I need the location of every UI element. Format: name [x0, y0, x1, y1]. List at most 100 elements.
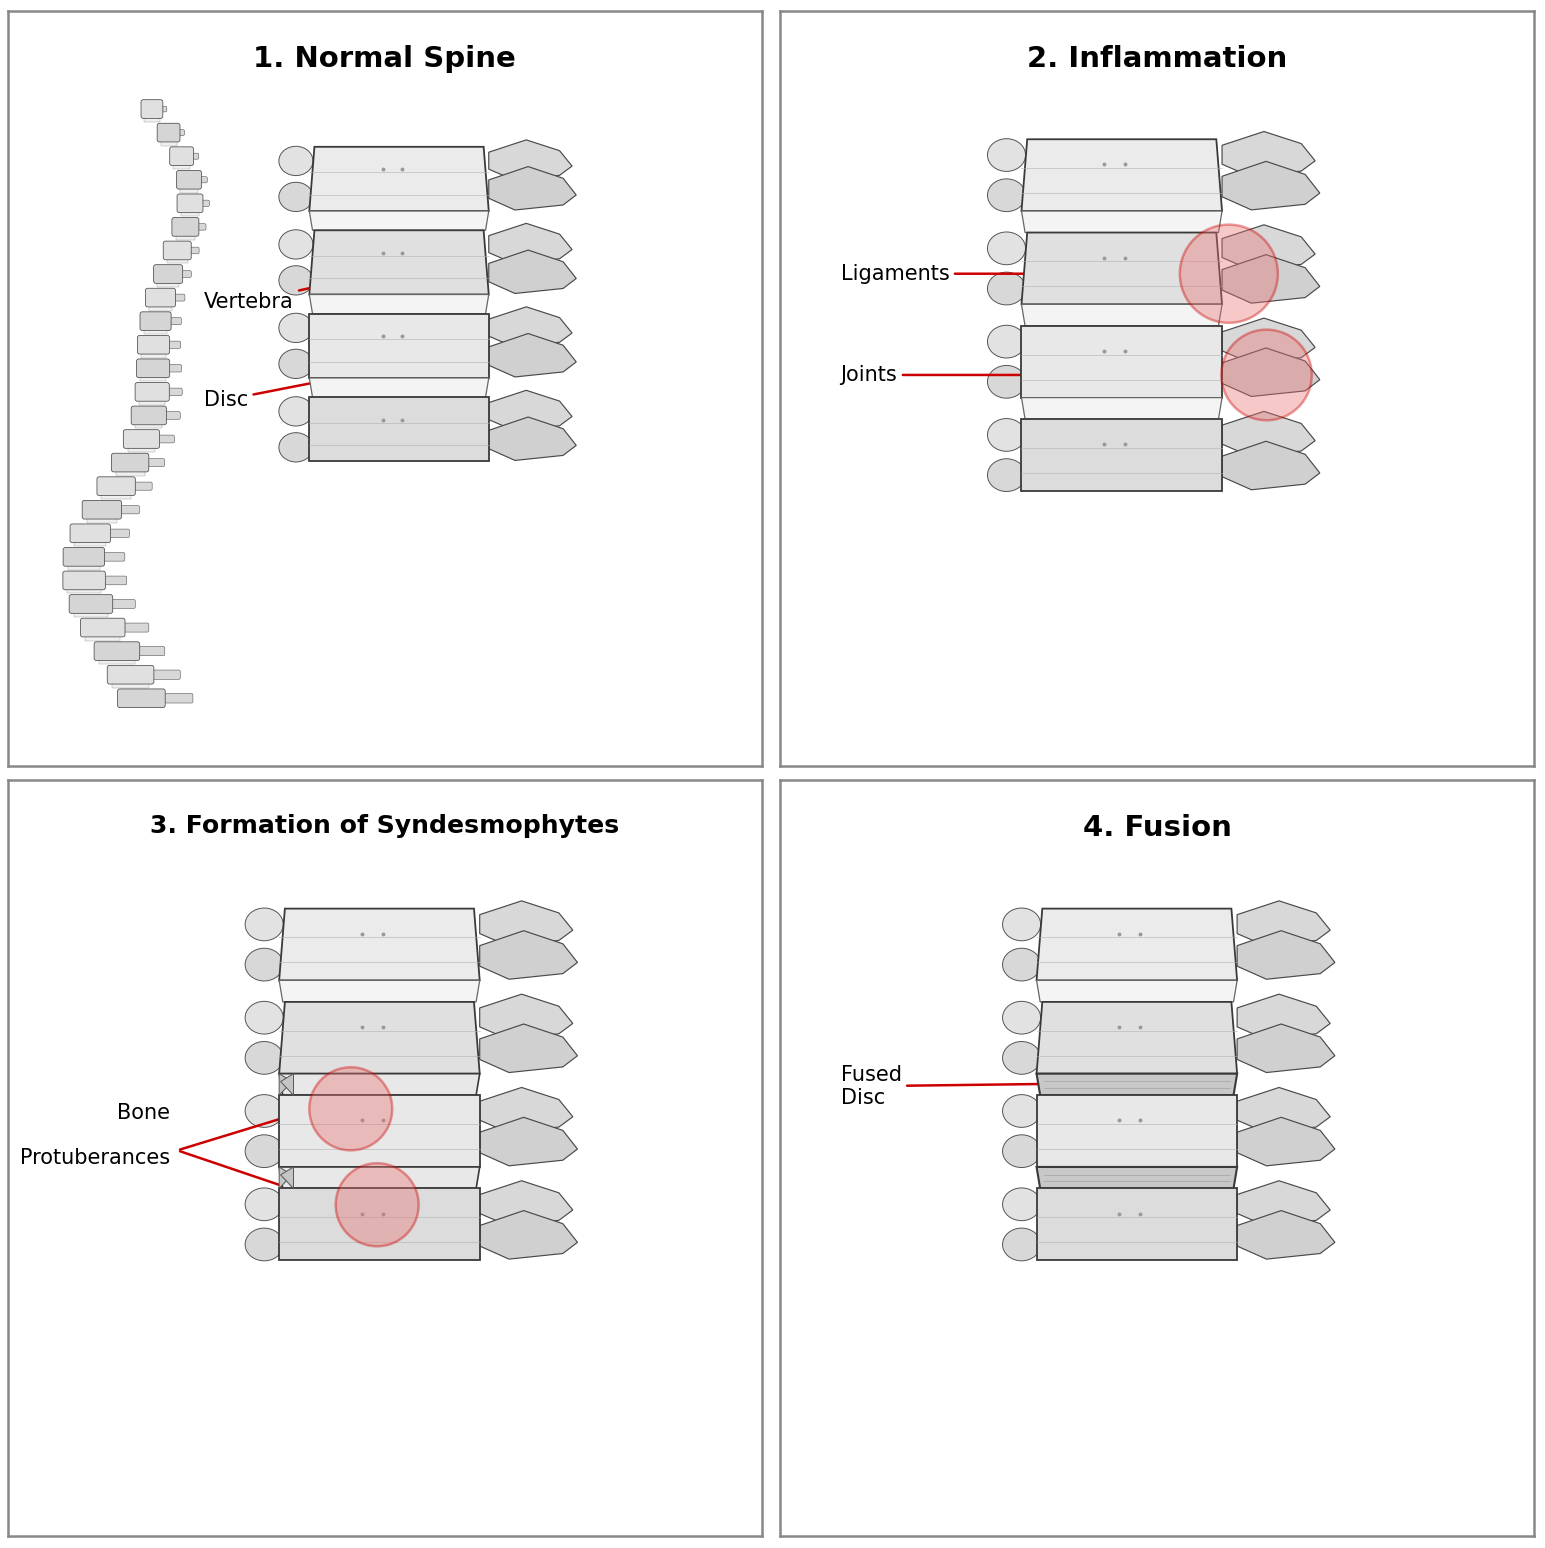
- Polygon shape: [1021, 211, 1222, 232]
- Bar: [74, 540, 107, 546]
- Ellipse shape: [278, 266, 314, 296]
- Ellipse shape: [278, 183, 314, 212]
- Bar: [150, 305, 171, 311]
- Text: Bone: Bone: [117, 1102, 170, 1122]
- FancyBboxPatch shape: [156, 435, 175, 443]
- Bar: [74, 611, 108, 618]
- FancyBboxPatch shape: [187, 248, 199, 254]
- Polygon shape: [1222, 161, 1319, 211]
- Polygon shape: [479, 1087, 573, 1132]
- Polygon shape: [1037, 1074, 1238, 1094]
- Polygon shape: [1238, 1211, 1335, 1259]
- Ellipse shape: [1003, 1002, 1041, 1034]
- FancyBboxPatch shape: [134, 382, 170, 401]
- Polygon shape: [309, 378, 488, 398]
- Polygon shape: [1238, 930, 1335, 980]
- FancyBboxPatch shape: [117, 689, 165, 707]
- Polygon shape: [1021, 420, 1222, 491]
- Ellipse shape: [987, 180, 1026, 212]
- FancyBboxPatch shape: [161, 694, 193, 703]
- Bar: [87, 517, 117, 523]
- Ellipse shape: [987, 272, 1026, 305]
- Polygon shape: [1021, 232, 1222, 305]
- Ellipse shape: [278, 433, 314, 461]
- Polygon shape: [1238, 1118, 1335, 1166]
- Polygon shape: [280, 1074, 479, 1094]
- Polygon shape: [309, 147, 488, 211]
- Bar: [139, 399, 165, 406]
- Text: Fused
Disc: Fused Disc: [840, 1065, 1170, 1108]
- Polygon shape: [280, 980, 479, 1002]
- Ellipse shape: [246, 1094, 283, 1127]
- Ellipse shape: [278, 229, 314, 259]
- Ellipse shape: [246, 1135, 283, 1167]
- FancyBboxPatch shape: [159, 107, 167, 111]
- FancyBboxPatch shape: [70, 523, 110, 543]
- Bar: [85, 635, 121, 641]
- FancyBboxPatch shape: [176, 170, 201, 189]
- Polygon shape: [479, 994, 573, 1039]
- Polygon shape: [488, 416, 576, 460]
- FancyBboxPatch shape: [63, 571, 105, 590]
- Bar: [144, 116, 159, 122]
- Bar: [173, 163, 190, 169]
- Polygon shape: [1037, 1167, 1238, 1189]
- FancyBboxPatch shape: [145, 288, 176, 307]
- FancyBboxPatch shape: [107, 666, 154, 684]
- FancyBboxPatch shape: [195, 223, 205, 231]
- Polygon shape: [488, 333, 576, 378]
- Polygon shape: [1222, 348, 1319, 396]
- Polygon shape: [1021, 325, 1222, 398]
- Polygon shape: [488, 390, 572, 430]
- Polygon shape: [1238, 901, 1330, 946]
- Polygon shape: [280, 909, 479, 980]
- Polygon shape: [281, 1074, 294, 1094]
- Polygon shape: [1222, 255, 1319, 303]
- FancyBboxPatch shape: [164, 241, 192, 260]
- Bar: [68, 588, 100, 593]
- Polygon shape: [1021, 139, 1222, 211]
- Ellipse shape: [278, 350, 314, 378]
- Ellipse shape: [1003, 1135, 1041, 1167]
- Polygon shape: [1222, 412, 1315, 457]
- FancyBboxPatch shape: [82, 500, 122, 519]
- Ellipse shape: [1003, 1228, 1041, 1260]
- Ellipse shape: [987, 365, 1026, 398]
- Polygon shape: [479, 1118, 578, 1166]
- Bar: [181, 211, 199, 217]
- Polygon shape: [1238, 1025, 1335, 1073]
- FancyBboxPatch shape: [141, 311, 171, 331]
- Polygon shape: [1037, 980, 1238, 1002]
- FancyBboxPatch shape: [94, 642, 139, 661]
- FancyBboxPatch shape: [170, 147, 193, 166]
- FancyBboxPatch shape: [121, 622, 148, 632]
- Ellipse shape: [1003, 949, 1041, 981]
- Text: 3. Formation of Syndesmophytes: 3. Formation of Syndesmophytes: [150, 814, 620, 837]
- Ellipse shape: [246, 1228, 283, 1260]
- FancyBboxPatch shape: [138, 336, 170, 354]
- FancyBboxPatch shape: [171, 218, 199, 237]
- Ellipse shape: [246, 909, 283, 941]
- Ellipse shape: [987, 232, 1026, 265]
- Polygon shape: [479, 930, 578, 980]
- Bar: [113, 681, 148, 687]
- Bar: [136, 423, 162, 429]
- Text: 2. Inflammation: 2. Inflammation: [1027, 45, 1287, 73]
- Polygon shape: [479, 1181, 573, 1226]
- Text: 4. Fusion: 4. Fusion: [1083, 814, 1231, 842]
- Bar: [144, 328, 167, 334]
- Polygon shape: [309, 314, 488, 378]
- Ellipse shape: [1003, 909, 1041, 941]
- FancyBboxPatch shape: [136, 647, 165, 656]
- Polygon shape: [280, 1002, 479, 1074]
- Polygon shape: [479, 1025, 578, 1073]
- Ellipse shape: [278, 396, 314, 426]
- Bar: [128, 446, 156, 452]
- Ellipse shape: [987, 139, 1026, 172]
- Bar: [99, 658, 134, 664]
- FancyBboxPatch shape: [178, 194, 202, 212]
- Ellipse shape: [278, 313, 314, 342]
- Polygon shape: [1037, 1094, 1238, 1167]
- Polygon shape: [488, 251, 576, 294]
- Polygon shape: [1021, 305, 1222, 325]
